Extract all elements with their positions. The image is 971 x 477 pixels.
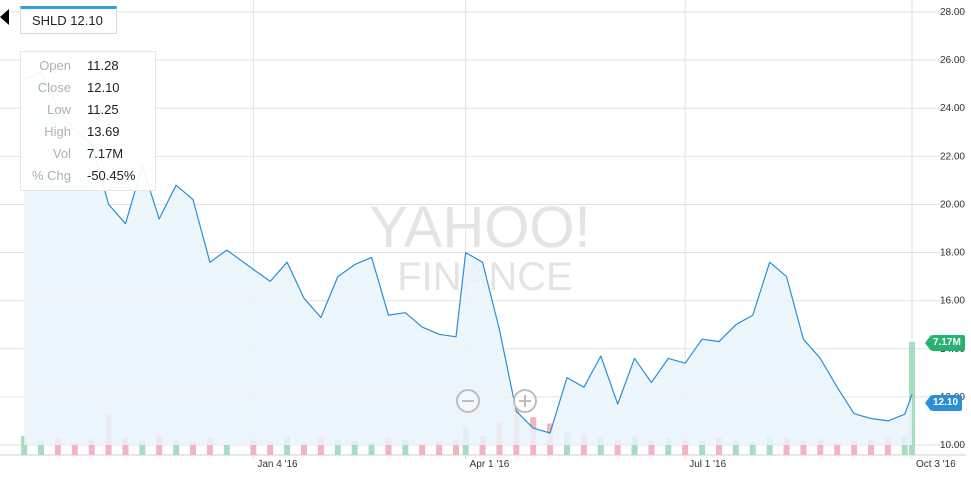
y-tick-label: 22.00: [940, 151, 965, 162]
back-arrow-icon[interactable]: [0, 9, 9, 25]
volume-bar: [817, 439, 824, 455]
ohlc-row-open: Open 11.28: [21, 56, 157, 76]
volume-bar: [88, 439, 95, 455]
y-tick-label: 10.00: [940, 440, 965, 451]
volume-bar: [834, 442, 841, 455]
ohlc-value: 13.69: [87, 124, 120, 139]
ohlc-key: High: [44, 124, 71, 139]
volume-bar: [267, 440, 274, 455]
volume-bar: [614, 439, 621, 455]
price-badge: 12.10: [924, 395, 963, 411]
volume-bar: [732, 439, 739, 455]
symbol-tab[interactable]: SHLD 12.10: [20, 6, 117, 34]
minus-circle-icon: [462, 400, 474, 402]
y-tick-label: 16.00: [940, 296, 965, 307]
ohlc-key: % Chg: [31, 168, 71, 183]
volume-bar: [699, 440, 706, 455]
yahoo-finance-watermark: YAHOO! FINANCE: [369, 195, 590, 299]
ohlc-value: 11.25: [87, 102, 119, 117]
volume-bar: [419, 443, 426, 455]
volume-bar: [715, 437, 722, 455]
y-tick-label: 18.00: [940, 248, 965, 259]
x-tick-label: Jul 1 '16: [689, 459, 726, 470]
y-tick-label: 24.00: [940, 103, 965, 114]
volume-badge: 7.17M: [925, 335, 965, 351]
volume-bar: [206, 437, 213, 455]
volume-bar: [851, 440, 858, 455]
volume-bar: [453, 439, 459, 455]
zoom-in-button[interactable]: [513, 389, 537, 413]
volume-bar: [351, 440, 358, 455]
volume-bar: [54, 437, 61, 455]
volume-bar: [173, 439, 180, 455]
symbol-tab-label: SHLD 12.10: [32, 13, 103, 28]
volume-bar: [122, 437, 129, 455]
price-area-fill: [24, 72, 913, 445]
ohlc-tooltip: Open 11.28 Close 12.10 Low 11.25 High 13…: [20, 51, 156, 191]
volume-bar: [766, 436, 773, 455]
volume-bar: [385, 437, 392, 455]
volume-bar: [783, 437, 790, 455]
volume-bar: [301, 442, 307, 455]
volume-bar: [284, 436, 291, 455]
ohlc-key: Low: [47, 102, 71, 117]
volume-bar: [749, 442, 756, 455]
volume-bar: [479, 436, 486, 455]
volume-bar: [436, 440, 443, 455]
volume-bar: [139, 440, 146, 455]
zoom-out-button[interactable]: [456, 389, 480, 413]
ohlc-value: 7.17M: [87, 146, 124, 161]
ohlc-key: Vol: [52, 146, 71, 161]
y-tick-label: 28.00: [940, 7, 965, 18]
volume-bar: [223, 443, 230, 455]
volume-bar: [21, 436, 28, 455]
y-tick-label: 26.00: [940, 55, 965, 66]
volume-bar: [317, 437, 324, 455]
price-line: [23, 71, 913, 434]
ohlc-key: Open: [39, 58, 71, 73]
ohlc-key: Close: [37, 80, 71, 95]
ohlc-value: 12.10: [87, 80, 120, 95]
x-tick-label: Oct 3 '16: [916, 459, 956, 470]
ohlc-row-high: High 13.69: [21, 122, 157, 142]
volume-bar: [631, 436, 638, 455]
ohlc-value: 11.28: [87, 58, 119, 73]
y-axis: 10.0012.0014.0016.0018.0020.0022.0024.00…: [940, 7, 965, 451]
volume-bar: [190, 442, 197, 455]
ohlc-row-vol: Vol 7.17M: [21, 144, 157, 164]
x-axis: Jan 4 '16 Apr 1 '16 Jul 1 '16 Oct 3 '16: [257, 459, 956, 470]
volume-bar: [648, 440, 655, 455]
volume-bar: [867, 439, 874, 455]
volume-bar: [682, 439, 689, 455]
plus-circle-icon-vertical: [524, 395, 526, 407]
volume-bar: [250, 439, 257, 455]
price-area: [24, 72, 913, 445]
volume-bar: [334, 439, 341, 455]
x-tick-label: Jan 4 '16: [257, 459, 298, 470]
ohlc-row-close: Close 12.10: [21, 78, 157, 98]
volume-bar: [71, 442, 78, 455]
ohlc-row-low: Low 11.25: [21, 100, 157, 120]
volume-bar: [368, 442, 375, 455]
volume-bar: [402, 439, 409, 455]
volume-bar: [665, 437, 672, 455]
ohlc-value: -50.45%: [87, 168, 136, 183]
volume-bar: [597, 437, 604, 455]
y-tick-label: 20.00: [940, 199, 965, 210]
watermark-line-1: YAHOO!: [369, 195, 590, 260]
ohlc-row-pct-chg: % Chg -50.45%: [21, 166, 157, 186]
price-line-path: [23, 71, 913, 434]
x-tick-label: Apr 1 '16: [470, 459, 510, 470]
volume-bar: [800, 440, 807, 455]
volume-bar: [884, 437, 891, 455]
volume-bar: [38, 440, 45, 455]
